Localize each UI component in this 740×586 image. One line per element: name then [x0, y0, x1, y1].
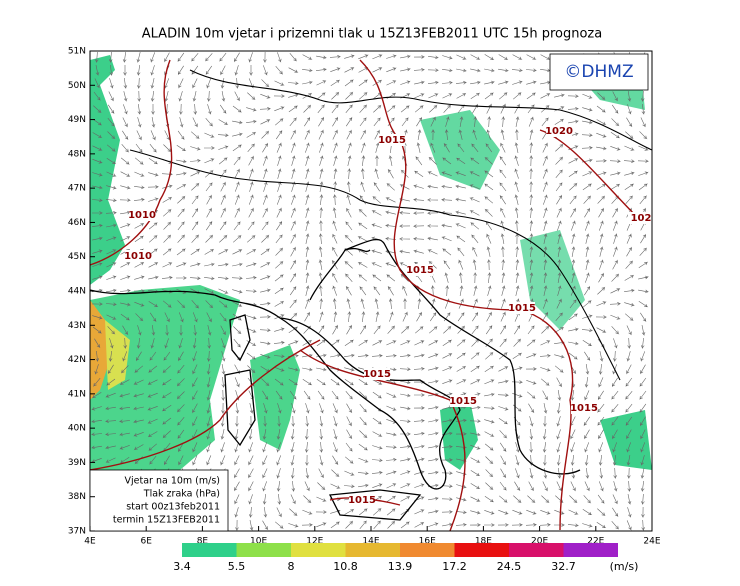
- isobar-label: 1010: [128, 210, 156, 221]
- wind-patch: [440, 400, 478, 470]
- isobar: [89, 59, 173, 266]
- border: [129, 149, 621, 381]
- wind-patch: [520, 230, 585, 330]
- wind-patch: [90, 285, 240, 470]
- lat-label: 47N: [68, 184, 86, 194]
- lat-label: 38N: [68, 492, 86, 502]
- border: [189, 69, 653, 151]
- lon-label: 22E: [587, 537, 604, 547]
- lon-label: 24E: [643, 537, 660, 547]
- lat-label: 42N: [68, 355, 86, 365]
- info-lines: Vjetar na 10m (m/s) Tlak zraka (hPa) start…: [113, 476, 220, 526]
- isobar-label: 1015: [363, 369, 391, 380]
- lat-label: 37N: [68, 527, 86, 537]
- sicily: [328, 489, 422, 521]
- legend-swatch: [236, 543, 291, 557]
- isobar-label: 1020: [545, 126, 573, 137]
- map-title: ALADIN 10m vjetar i prizemni tlak u 15Z1…: [142, 27, 602, 42]
- isobar-label: 1015: [449, 396, 477, 407]
- lat-label: 43N: [68, 321, 86, 331]
- wind-patch: [420, 110, 500, 190]
- isobar-label-bg: [571, 402, 597, 414]
- legend-swatch: [182, 543, 237, 557]
- lat-label: 48N: [68, 149, 86, 159]
- lat-label: 41N: [68, 389, 86, 399]
- legend-swatch: [291, 543, 346, 557]
- legend-swatch: [509, 543, 564, 557]
- legend-swatch: [563, 543, 618, 557]
- isobar-label-bg: [450, 395, 476, 407]
- wind-patch: [90, 55, 125, 285]
- coast-adriatic: [344, 238, 581, 475]
- isobar-label: 102: [631, 213, 652, 224]
- lat-label: 50N: [68, 81, 86, 91]
- wind-patch: [250, 345, 300, 450]
- legend-value: 17.2: [442, 560, 467, 573]
- info-line: start 00z13feb2011: [126, 502, 220, 513]
- axis-labels: 51N 50N 49N 48N 47N 46N 45N 44N 43N 42N 41N 40N 39N 3…: [68, 47, 661, 547]
- lat-label: 49N: [68, 115, 86, 125]
- isobar-label: 1015: [348, 495, 376, 506]
- isobar-label: 1010: [124, 251, 152, 262]
- isobar-label-bg: [628, 212, 654, 224]
- lat-label: 39N: [68, 458, 86, 468]
- logo: ©DHMZ: [564, 62, 633, 82]
- legend-value: 10.8: [333, 560, 358, 573]
- legend-swatch: [345, 543, 400, 557]
- legend-swatch: [454, 543, 509, 557]
- lon-label: 6E: [140, 537, 152, 547]
- isobar-label-bg: [509, 302, 535, 314]
- wind-patch: [105, 320, 130, 390]
- legend-value: 3.4: [173, 560, 191, 573]
- map-area: 1015 1010 1010 1015 1015 1015 1015 1015 1015 1020…: [89, 50, 654, 532]
- coast: [309, 247, 371, 301]
- lat-label: 51N: [68, 47, 86, 57]
- coastlines: [89, 69, 653, 521]
- lon-label: 8E: [197, 537, 209, 547]
- lon-label: 20E: [531, 537, 548, 547]
- legend-value: 13.9: [388, 560, 413, 573]
- info-line: Vjetar na 10m (m/s): [125, 476, 221, 487]
- isobar-label-bg: [407, 264, 433, 276]
- lat-label: 44N: [68, 287, 86, 297]
- legend-value: 8: [288, 560, 295, 573]
- legend-value: 24.5: [497, 560, 522, 573]
- isobar-label-bg: [546, 125, 572, 137]
- isobar-label-bg: [125, 250, 151, 262]
- isobar-label: 1015: [508, 303, 536, 314]
- lon-label: 18E: [475, 537, 492, 547]
- lon-label: 14E: [362, 537, 379, 547]
- isobar-label: 1015: [378, 135, 406, 146]
- lon-label: 10E: [250, 537, 267, 547]
- legend-value: 5.5: [228, 560, 246, 573]
- isobar: [299, 349, 466, 532]
- lat-label: 46N: [68, 218, 86, 228]
- info-line: Tlak zraka (hPa): [143, 489, 220, 500]
- legend-swatch: [400, 543, 455, 557]
- isobar-labels: 1015 1010 1010 1015 1015 1015 1015 1015 1015 1020…: [124, 125, 654, 506]
- lat-label: 45N: [68, 252, 86, 262]
- wind-patch: [600, 410, 652, 470]
- lon-label: 16E: [419, 537, 436, 547]
- isobar-label-bg: [379, 134, 405, 146]
- info-box: [89, 469, 229, 532]
- isobar: [89, 339, 321, 471]
- isobar-label-bg: [349, 494, 375, 506]
- color-legend: 3.4 5.5 8 10.8 13.9 17.2 24.5 32.7 (m/s): [173, 543, 638, 573]
- isobar-label: 1015: [570, 403, 598, 414]
- logo-box: [549, 53, 649, 91]
- lon-label: 12E: [306, 537, 323, 547]
- info-line: termin 15Z13FEB2011: [113, 515, 220, 526]
- isobar-label: 1015: [406, 265, 434, 276]
- legend-value: 32.7: [551, 560, 576, 573]
- lat-label: 40N: [68, 424, 86, 434]
- legend-unit: (m/s): [610, 560, 639, 573]
- lon-label: 4E: [84, 537, 96, 547]
- isobar-label-bg: [364, 368, 390, 380]
- islands: [224, 314, 256, 447]
- isobar-label-bg: [129, 209, 155, 221]
